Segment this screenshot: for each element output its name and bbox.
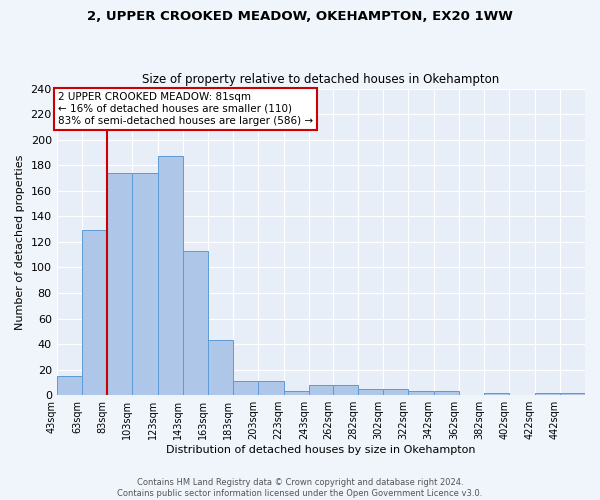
Bar [309,385,333,395]
Text: Contains HM Land Registry data © Crown copyright and database right 2024.
Contai: Contains HM Land Registry data © Crown c… [118,478,482,498]
Bar [383,389,409,395]
Bar [259,381,284,395]
Bar [183,251,208,395]
Bar [434,392,459,395]
Bar [284,392,309,395]
Bar [56,376,82,395]
Title: Size of property relative to detached houses in Okehampton: Size of property relative to detached ho… [142,73,499,86]
Bar [158,156,183,395]
Bar [233,381,259,395]
Bar [535,392,560,395]
Bar [358,389,383,395]
Bar [133,173,158,395]
Text: 2, UPPER CROOKED MEADOW, OKEHAMPTON, EX20 1WW: 2, UPPER CROOKED MEADOW, OKEHAMPTON, EX2… [87,10,513,23]
X-axis label: Distribution of detached houses by size in Okehampton: Distribution of detached houses by size … [166,445,476,455]
Bar [333,385,358,395]
Bar [560,392,585,395]
Bar [208,340,233,395]
Bar [107,173,133,395]
Bar [82,230,107,395]
Bar [409,392,434,395]
Bar [484,392,509,395]
Text: 2 UPPER CROOKED MEADOW: 81sqm
← 16% of detached houses are smaller (110)
83% of : 2 UPPER CROOKED MEADOW: 81sqm ← 16% of d… [58,92,313,126]
Y-axis label: Number of detached properties: Number of detached properties [15,154,25,330]
